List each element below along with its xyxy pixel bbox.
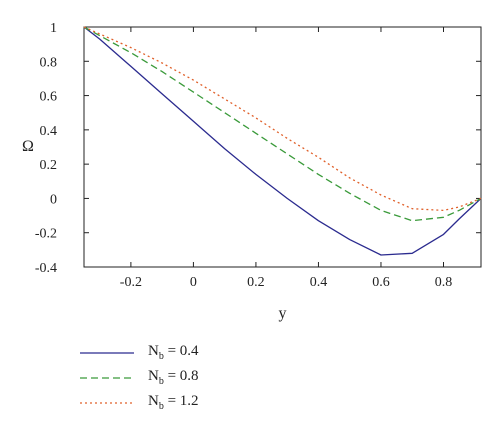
legend-item: Nb = 1.2 [80, 390, 199, 415]
legend-label: Nb = 1.2 [148, 393, 199, 412]
legend-swatch-1 [80, 376, 134, 379]
y-tick-label: 0 [50, 192, 57, 207]
x-tick-label: -0.2 [120, 275, 142, 290]
x-tick-label: 0.2 [247, 275, 265, 290]
legend-item: Nb = 0.4 [80, 340, 199, 365]
legend-item: Nb = 0.8 [80, 365, 199, 390]
y-tick-label: 0.2 [40, 158, 58, 173]
y-tick-label: 0.4 [40, 124, 58, 139]
x-tick-label: 0.4 [310, 275, 328, 290]
y-tick-label: 1 [50, 21, 57, 36]
legend-label: Nb = 0.8 [148, 368, 199, 387]
legend: Nb = 0.4 Nb = 0.8 Nb = 1.2 [80, 340, 199, 415]
y-tick-label: -0.2 [35, 227, 57, 242]
x-axis: -0.2 0 0.2 0.4 0.6 0.8 [120, 27, 452, 290]
x-tick-label: 0.6 [372, 275, 390, 290]
y-tick-label: 0.6 [40, 90, 58, 105]
plot-frame [83, 26, 482, 268]
series-line-0 [83, 26, 482, 256]
series-line-1 [83, 26, 482, 222]
y-tick-label: -0.4 [35, 261, 57, 276]
y-axis-label: Ω [22, 138, 34, 155]
series-layer [83, 26, 482, 256]
y-tick-label: 0.8 [40, 55, 58, 70]
legend-swatch-2 [80, 401, 134, 404]
legend-label: Nb = 0.4 [148, 343, 199, 362]
x-tick-label: 0.8 [435, 275, 453, 290]
plot-border [83, 26, 482, 268]
chart: -0.2 0 0.2 0.4 0.6 0.8 -0.4 -0.2 0 0.2 0.4 0.6 0.8 1… [22, 21, 482, 322]
series-line-2 [83, 26, 482, 212]
x-axis-label: y [279, 305, 287, 322]
legend-swatch-0 [80, 351, 134, 354]
x-tick-label: 0 [190, 275, 197, 290]
y-axis: -0.4 -0.2 0 0.2 0.4 0.6 0.8 1 [35, 21, 481, 276]
